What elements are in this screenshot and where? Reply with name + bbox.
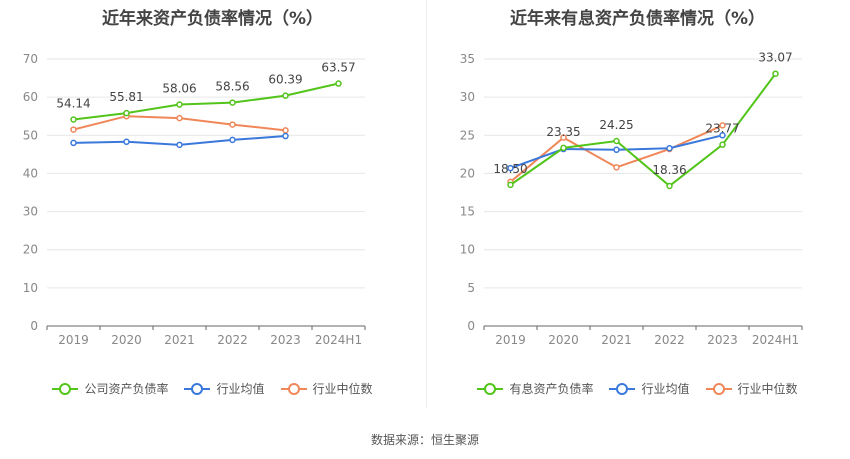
y-tick-label: 60 xyxy=(23,90,38,104)
data-point xyxy=(123,138,130,146)
x-tick-label: 2019 xyxy=(58,333,89,347)
data-label: 55.81 xyxy=(109,90,143,104)
data-point xyxy=(772,70,779,77)
data-point xyxy=(229,99,236,106)
x-tick-label: 2024H1 xyxy=(752,333,799,347)
y-tick-label: 35 xyxy=(460,52,475,66)
series-line xyxy=(73,82,339,121)
data-point xyxy=(70,126,77,133)
data-point xyxy=(282,132,289,140)
data-source: 数据来源：恒生聚源 xyxy=(370,433,479,447)
x-tick-label: 2019 xyxy=(495,333,526,347)
x-tick-label: 2022 xyxy=(654,333,685,347)
legend-item-industry-median[interactable]: 行业中位数 xyxy=(705,380,798,397)
data-label: 18.36 xyxy=(652,163,686,177)
x-tick-label: 2020 xyxy=(548,333,579,347)
interest-debt-ratio-chart-panel: 近年来有息资产负债率情况（%） 0 5 10 15 20 25 30 35 2019 2020 20… xyxy=(425,0,850,420)
legend-label: 有息资产负债率 xyxy=(509,382,594,396)
x-tick-label: 2023 xyxy=(270,333,301,347)
chart-title: 近年来有息资产负债率情况（%） xyxy=(509,9,766,29)
legend-item-industry-mean[interactable]: 行业均值 xyxy=(609,380,690,397)
data-point xyxy=(70,139,77,147)
legend-label: 行业中位数 xyxy=(737,382,798,396)
series-line xyxy=(509,73,777,188)
x-tick-label: 2021 xyxy=(164,333,195,347)
data-point xyxy=(666,182,673,190)
data-label: 33.07 xyxy=(758,51,792,65)
data-point xyxy=(719,132,726,139)
x-tick-label: 2021 xyxy=(601,333,632,347)
interest-debt-ratio-line-chart: 0 5 10 15 20 25 30 35 2019 2020 2021 2022 2023 2024H1… xyxy=(460,51,803,347)
legend-line-circle-icon xyxy=(477,382,504,395)
y-tick-label: 0 xyxy=(30,319,38,333)
data-point xyxy=(123,109,130,117)
panel-divider xyxy=(426,0,427,408)
data-point xyxy=(719,141,726,148)
data-label: 63.57 xyxy=(321,61,355,75)
legend-label: 行业均值 xyxy=(216,382,265,396)
data-point xyxy=(176,114,183,122)
data-label: 58.56 xyxy=(215,80,249,94)
y-tick-label: 5 xyxy=(467,281,475,295)
data-point xyxy=(282,127,289,134)
legend-line-circle-icon xyxy=(184,382,211,395)
legend-item-company[interactable]: 公司资产负债率 xyxy=(52,380,168,397)
data-label: 23.77 xyxy=(705,122,739,136)
y-tick-label: 0 xyxy=(467,319,475,333)
x-tick-label: 2023 xyxy=(707,333,738,347)
y-tick-label: 30 xyxy=(460,90,475,104)
data-point xyxy=(507,164,514,172)
data-label: 18.50 xyxy=(493,162,527,176)
data-point xyxy=(176,141,183,149)
x-tick-label: 2024H1 xyxy=(315,333,362,347)
data-point xyxy=(613,146,620,154)
data-point xyxy=(229,136,236,144)
y-tick-label: 20 xyxy=(23,243,38,257)
x-tick-label: 2020 xyxy=(111,333,142,347)
y-tick-label: 10 xyxy=(23,281,38,295)
data-point xyxy=(613,137,620,145)
data-point xyxy=(176,101,183,108)
legend-item-industry-mean[interactable]: 行业均值 xyxy=(184,380,265,397)
data-label: 23.35 xyxy=(546,125,580,139)
y-tick-label: 20 xyxy=(460,166,475,180)
data-point xyxy=(560,144,567,152)
data-point xyxy=(666,145,673,152)
y-tick-label: 40 xyxy=(23,166,38,180)
chart-legend: 公司资产负债率 行业均值 行业中位数 xyxy=(0,380,425,397)
chart-legend: 有息资产负债率 行业均值 行业中位数 xyxy=(425,380,850,397)
debt-ratio-line-chart: 0 10 20 30 40 50 60 70 2019 2020 2021 2022 2023 2024H… xyxy=(23,52,366,347)
data-point xyxy=(560,134,567,141)
data-point xyxy=(335,80,342,87)
data-point xyxy=(507,181,514,189)
legend-label: 行业均值 xyxy=(641,382,690,396)
data-point xyxy=(282,92,289,99)
legend-line-circle-icon xyxy=(609,382,636,395)
y-tick-label: 25 xyxy=(460,128,475,142)
y-tick-label: 70 xyxy=(23,52,38,66)
data-point xyxy=(229,121,236,128)
data-point xyxy=(613,164,620,171)
legend-line-circle-icon xyxy=(280,382,307,395)
data-point xyxy=(719,122,726,129)
chart-title: 近年来资产负债率情况（%） xyxy=(101,9,324,29)
y-tick-label: 30 xyxy=(23,205,38,219)
data-label: 58.06 xyxy=(162,82,196,96)
legend-item-company[interactable]: 有息资产负债率 xyxy=(477,380,593,397)
legend-label: 公司资产负债率 xyxy=(84,382,169,396)
data-label: 60.39 xyxy=(268,73,302,87)
y-tick-label: 10 xyxy=(460,243,475,257)
data-point xyxy=(70,116,77,123)
legend-line-circle-icon xyxy=(52,382,79,395)
debt-ratio-chart-panel: 近年来资产负债率情况（%） 0 10 20 30 40 50 60 70 2019 2020 202… xyxy=(0,0,425,420)
data-label: 24.25 xyxy=(599,118,633,132)
legend-line-circle-icon xyxy=(705,382,732,395)
legend-item-industry-median[interactable]: 行业中位数 xyxy=(280,380,373,397)
data-label: 54.14 xyxy=(56,96,90,110)
x-tick-label: 2022 xyxy=(217,333,248,347)
y-tick-label: 15 xyxy=(460,205,475,219)
y-tick-label: 50 xyxy=(23,128,38,142)
legend-label: 行业中位数 xyxy=(312,382,373,396)
